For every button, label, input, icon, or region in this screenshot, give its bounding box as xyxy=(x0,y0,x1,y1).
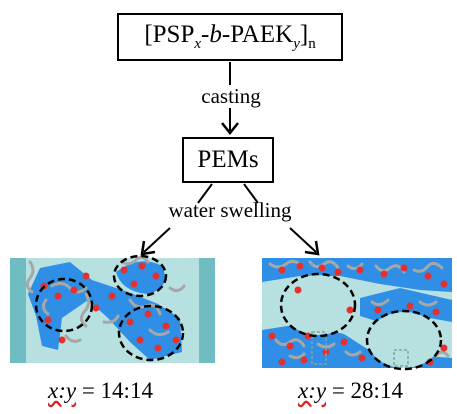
chain-right xyxy=(274,338,306,348)
caption-right: x:y = 28:14 xyxy=(298,378,403,404)
ion-right xyxy=(318,264,326,272)
ion-left xyxy=(92,304,100,312)
pems-box: PEMs xyxy=(182,137,274,183)
ion-left xyxy=(162,322,170,330)
ion-right xyxy=(278,266,286,274)
membrane-panel-left xyxy=(10,254,215,363)
branch-line-right xyxy=(243,183,259,204)
ion-left xyxy=(58,336,66,344)
ion-right xyxy=(356,266,364,274)
cluster-outline-right xyxy=(279,272,357,338)
chain-left xyxy=(79,292,91,328)
chain-right xyxy=(346,262,364,271)
arrow-left-head xyxy=(140,240,156,256)
ion-left xyxy=(82,272,90,280)
caption-right-value: = 28:14 xyxy=(326,378,403,403)
chain-right xyxy=(370,298,390,307)
ion-left xyxy=(130,280,138,288)
frame-right-edge xyxy=(199,258,215,363)
chain-left xyxy=(41,298,50,316)
ion-right xyxy=(334,268,342,276)
frame-left-edge xyxy=(10,258,26,363)
ion-right xyxy=(340,338,348,346)
ion-left xyxy=(44,316,52,324)
channel-box-right xyxy=(393,349,409,367)
water-swelling-label: water swelling xyxy=(168,198,292,222)
ion-left xyxy=(70,286,78,294)
ion-right xyxy=(358,354,366,362)
caption-left-ratio: x:y xyxy=(48,378,77,403)
ion-right xyxy=(294,286,302,294)
water-cluster-right xyxy=(282,275,354,335)
chain-right xyxy=(418,300,438,307)
arrow-to-pems-head xyxy=(221,122,239,136)
domain-left-top xyxy=(116,261,165,294)
ion-right xyxy=(268,332,276,340)
caption-left-value: = 14:14 xyxy=(76,378,153,403)
ion-right xyxy=(440,280,448,288)
branch-line-left xyxy=(197,183,213,204)
ion-left xyxy=(154,344,162,352)
chain-left xyxy=(148,328,170,337)
ion-left xyxy=(126,318,134,326)
polymer-formula: [PSPx-b-PAEKy]n xyxy=(144,21,316,52)
cluster-outline-left xyxy=(34,277,94,333)
arrow-right xyxy=(289,227,317,253)
ion-right xyxy=(400,264,408,272)
water-cluster-right xyxy=(368,312,440,368)
ion-right xyxy=(440,344,448,352)
ion-left xyxy=(144,310,152,318)
ion-left xyxy=(120,266,128,274)
ion-left xyxy=(108,292,116,300)
caption-right-ratio: x:y xyxy=(298,378,327,403)
ion-right xyxy=(322,348,330,356)
polymer-formula-box: [PSPx-b-PAEKy]n xyxy=(117,13,343,61)
ion-right xyxy=(346,306,354,314)
ion-right xyxy=(406,302,414,310)
channel-box-right xyxy=(311,331,327,365)
cluster-outline-left xyxy=(117,304,185,362)
ion-right xyxy=(300,356,308,364)
chain-left xyxy=(102,314,120,324)
cluster-outline-left xyxy=(112,254,168,298)
ion-left xyxy=(136,336,144,344)
ion-left xyxy=(152,272,160,280)
arrow-left xyxy=(143,227,171,253)
ion-right xyxy=(432,308,440,316)
chain-left xyxy=(64,334,82,343)
pems-label: PEMs xyxy=(197,146,259,173)
ion-right xyxy=(380,270,388,278)
arrow-right-head xyxy=(304,240,320,256)
chain-right xyxy=(344,350,362,357)
ion-left xyxy=(172,336,180,344)
ion-left xyxy=(54,292,62,300)
casting-label: casting xyxy=(201,84,261,108)
chain-right xyxy=(288,352,306,360)
ion-right xyxy=(286,342,294,350)
chain-right xyxy=(374,264,406,274)
chain-left xyxy=(120,255,150,266)
chain-right xyxy=(412,261,444,273)
ion-right xyxy=(424,272,432,280)
chain-left xyxy=(50,281,88,294)
caption-left: x:y = 14:14 xyxy=(48,378,153,404)
chain-left xyxy=(25,260,35,294)
ion-right xyxy=(374,306,382,314)
ion-right xyxy=(278,358,286,366)
chain-right xyxy=(268,259,304,269)
ion-left xyxy=(138,262,146,270)
cluster-outline-right xyxy=(365,309,443,371)
membrane-panel-right xyxy=(262,258,452,371)
chain-right xyxy=(308,260,340,270)
chain-left xyxy=(168,284,186,293)
ion-right xyxy=(296,262,304,270)
chain-right xyxy=(316,342,336,349)
